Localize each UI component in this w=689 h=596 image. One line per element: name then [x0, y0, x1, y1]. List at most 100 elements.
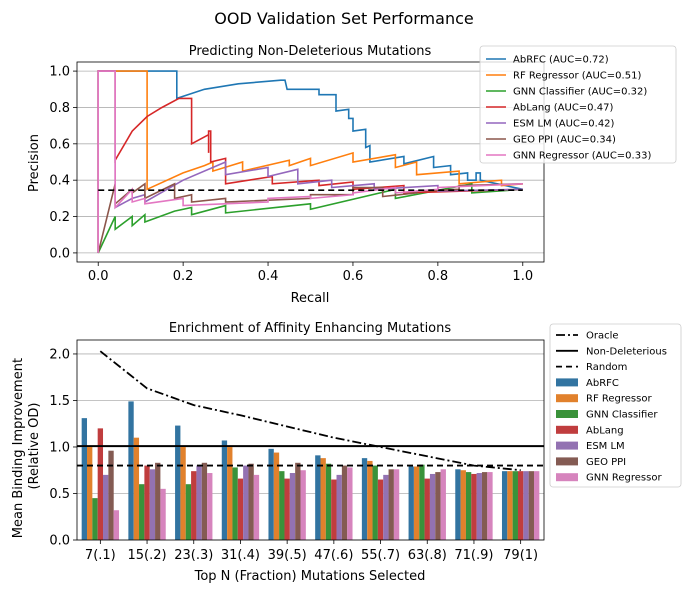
bar-legend-label: GNN Regressor: [586, 473, 662, 484]
bar-legend-swatch: [556, 441, 578, 450]
bar-x-tick-label: 79(1): [503, 548, 538, 563]
bar-y-axis-label-line1: Mean Binding Improvement: [11, 358, 26, 538]
pr-y-tick-label: 0.8: [49, 101, 70, 116]
bar: [429, 473, 436, 540]
bar: [476, 473, 482, 540]
bar-legend-label: Oracle: [586, 331, 619, 342]
bar-legend-swatch: [556, 457, 578, 466]
bar: [273, 452, 280, 540]
bar: [160, 488, 166, 540]
bar: [347, 467, 353, 540]
bar: [517, 471, 524, 540]
pr-chart-title: Predicting Non-Deleterious Mutations: [189, 44, 432, 59]
bar: [315, 455, 321, 540]
bar: [175, 425, 181, 540]
bar: [295, 462, 301, 540]
bar: [487, 472, 493, 540]
bar: [413, 466, 420, 540]
bar: [133, 437, 140, 540]
bar-legend-label: ESM LM: [586, 441, 625, 452]
bar: [87, 446, 93, 540]
bar: [248, 463, 254, 540]
bar-legend-label: Random: [586, 362, 627, 373]
bar: [180, 446, 186, 540]
bar: [460, 470, 466, 540]
pr-y-tick-label: 0.6: [49, 137, 70, 152]
bar-x-tick-label: 23(.3): [174, 548, 213, 563]
bar: [435, 472, 441, 540]
bar: [207, 473, 213, 540]
bar: [268, 448, 274, 540]
bar: [533, 471, 540, 540]
pr-x-tick-label: 0.2: [173, 269, 194, 284]
bar: [325, 463, 332, 540]
bar: [367, 460, 373, 540]
oracle-line: [99, 350, 521, 472]
pr-y-tick-label: 0.2: [49, 210, 70, 225]
bar: [393, 469, 400, 540]
bar: [408, 466, 414, 540]
pr-curve-chart: Predicting Non-Deleterious Mutations Rec…: [27, 44, 677, 306]
bar: [361, 458, 368, 540]
bar: [201, 462, 208, 540]
pr-legend-label: ESM LM (AUC=0.42): [513, 119, 615, 130]
bar: [419, 464, 425, 540]
bar-legend-label: RF Regressor: [586, 394, 652, 405]
bar-x-tick-label: 15(.2): [128, 548, 167, 563]
pr-x-tick-label: 0.8: [428, 269, 449, 284]
pr-series-line: [97, 70, 523, 253]
bar: [377, 479, 384, 540]
pr-legend-label: AbLang (AUC=0.47): [513, 103, 613, 114]
bar-legend-swatch: [556, 425, 578, 434]
pr-x-axis-label: Recall: [291, 291, 330, 306]
bar: [81, 418, 88, 540]
pr-legend-label: GNN Classifier (AUC=0.32): [513, 87, 647, 98]
bar: [279, 471, 285, 540]
pr-series-line: [97, 182, 523, 254]
bar: [108, 450, 114, 540]
pr-series-line: [97, 182, 523, 254]
bar-x-tick-label: 39(.5): [268, 548, 307, 563]
pr-y-tick-label: 1.0: [49, 65, 70, 80]
bar: [424, 478, 430, 540]
bar-y-tick-label: 2.0: [49, 347, 70, 362]
bar-legend-label: Non-Deleterious: [586, 346, 667, 357]
pr-legend: [479, 45, 677, 164]
bar: [253, 474, 260, 540]
bar-x-axis-label: Top N (Fraction) Mutations Selected: [194, 569, 426, 584]
bar: [155, 462, 161, 540]
bar-legend-swatch: [556, 378, 578, 387]
pr-x-tick-label: 1.0: [512, 269, 533, 284]
bar: [341, 465, 348, 540]
bar: [185, 484, 192, 540]
bar: [481, 472, 488, 540]
pr-x-tick-label: 0.0: [88, 269, 109, 284]
bar: [388, 469, 394, 540]
bar: [300, 470, 306, 540]
bar-y-tick-label: 1.5: [49, 394, 70, 409]
bar: [331, 479, 337, 540]
pr-legend-label: RF Regressor (AUC=0.51): [513, 71, 641, 82]
bar-y-tick-label: 1.0: [49, 440, 70, 455]
bar: [284, 478, 290, 540]
bar-legend-swatch: [556, 410, 578, 418]
bar: [243, 465, 249, 540]
bar-legend: [549, 323, 682, 488]
bar-x-tick-label: 7(.1): [85, 548, 116, 563]
bar-legend-label: AbLang: [586, 425, 624, 436]
bar-plot-frame: [76, 339, 545, 541]
bar: [139, 484, 145, 540]
bar-y-axis-label-line2: (Relative OD): [27, 403, 42, 490]
bar: [523, 471, 529, 540]
pr-series-line: [97, 70, 523, 253]
pr-y-tick-label: 0.4: [49, 174, 70, 189]
bar-x-tick-label: 55(.7): [361, 548, 400, 563]
pr-legend-label: AbRFC (AUC=0.72): [513, 55, 609, 66]
bar-y-tick-label: 0.0: [49, 534, 70, 549]
bar-y-tick-label: 0.5: [49, 487, 70, 502]
bar: [320, 458, 326, 540]
pr-y-axis-label: Precision: [27, 134, 42, 192]
bar: [196, 465, 202, 540]
bar: [507, 471, 513, 540]
